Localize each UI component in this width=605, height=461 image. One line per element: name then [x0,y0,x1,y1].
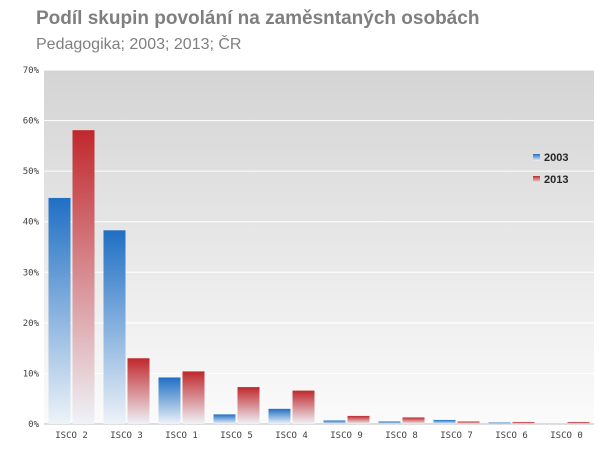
bar-2003-isco-6 [488,422,511,424]
plot-area [44,70,594,424]
legend-swatch [533,154,540,161]
bar-2013-isco-5 [237,387,260,424]
legend-swatch [533,176,540,183]
bars [48,130,590,424]
x-tick-label: ISCO 6 [495,431,528,441]
x-tick-label: ISCO 9 [330,431,363,441]
y-tick-label: 20% [23,319,40,329]
bar-2013-isco-8 [402,417,425,424]
x-axis: ISCO 2 ISCO 3 ISCO 1 ISCO 5 ISCO 4 ISCO 9 ISCO… [55,431,583,441]
y-tick-label: 10% [23,369,40,379]
x-tick-label: ISCO 8 [385,431,418,441]
y-tick-label: 70% [23,66,40,76]
y-axis: 0% 10% 20% 30% 40% 50% 60% 70% [23,66,40,430]
chart-title: Podíl skupin povolání na zaměsntaných os… [36,8,480,29]
legend-label: 2003 [544,152,568,164]
x-tick-label: ISCO 1 [165,431,198,441]
x-tick-label: ISCO 2 [55,431,88,441]
bar-2013-isco-6 [512,421,535,424]
bar-2003-isco-8 [378,421,401,424]
bar-2003-isco-1 [158,377,181,424]
y-tick-label: 60% [23,117,40,127]
y-tick-label: 40% [23,218,40,228]
bar-2013-isco-2 [72,130,95,424]
bar-2013-isco-7 [457,421,480,424]
bar-2013-isco-9 [347,415,370,424]
x-tick-label: ISCO 0 [550,431,583,441]
bar-2013-isco-4 [292,390,315,424]
bar-2003-isco-5 [213,414,236,424]
bar-2013-isco-0 [567,421,590,424]
bar-2003-isco-3 [103,230,126,424]
bar-2003-isco-9 [323,420,346,424]
x-tick-label: ISCO 7 [440,431,473,441]
x-tick-label: ISCO 4 [275,431,308,441]
bar-2003-isco-4 [268,408,291,424]
y-tick-label: 50% [23,167,40,177]
legend: 2003 2013 [533,152,568,186]
y-tick-label: 0% [28,420,39,430]
legend-label: 2013 [544,174,568,186]
bar-2013-isco-1 [182,371,205,424]
x-tick-label: ISCO 3 [110,431,143,441]
y-tick-label: 30% [23,268,40,278]
chart-subtitle: Pedagogika; 2003; 2013; ČR [36,36,242,53]
bar-2013-isco-3 [127,358,150,424]
bar-2003-isco-2 [48,197,71,424]
x-tick-label: ISCO 5 [220,431,253,441]
bar-2003-isco-7 [433,419,456,424]
